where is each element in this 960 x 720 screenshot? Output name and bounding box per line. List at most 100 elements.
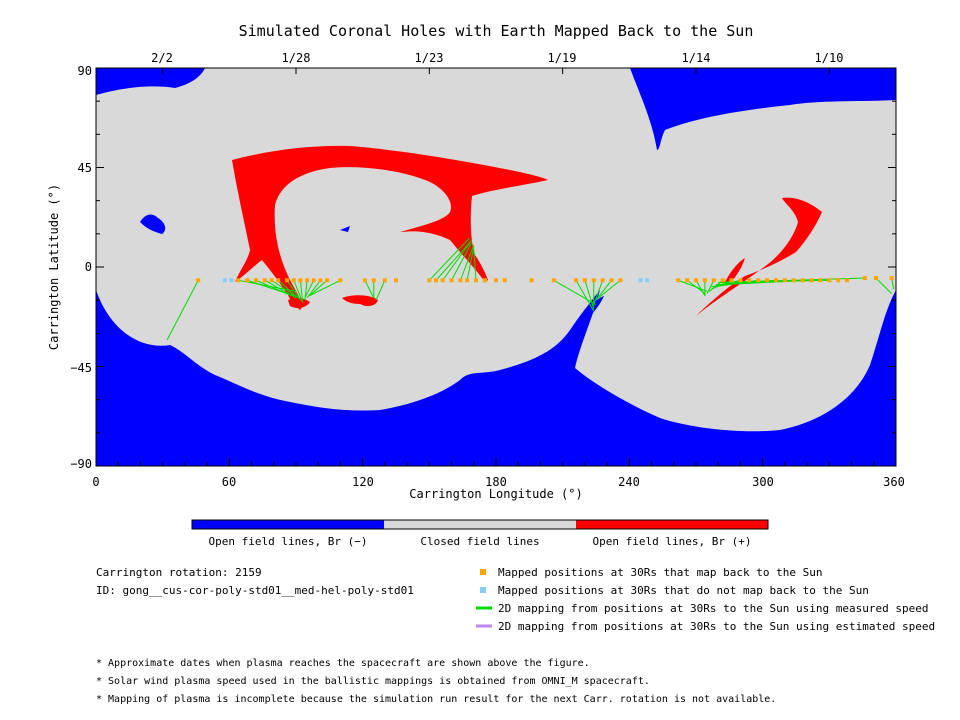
mapped-point bbox=[720, 278, 725, 283]
x-tick-labels: 0 60 120 180 240 300 360 bbox=[92, 475, 904, 489]
colorbar-label: Closed field lines bbox=[420, 535, 539, 548]
x-tick-label: 300 bbox=[752, 475, 774, 489]
mapped-point bbox=[245, 278, 250, 283]
colorbar-label: Open field lines, Br (+) bbox=[593, 535, 752, 548]
measured-mapping-line bbox=[286, 279, 301, 301]
y-tick-label: −45 bbox=[70, 361, 92, 375]
mapped-point bbox=[827, 278, 832, 283]
measured-mapping-line bbox=[428, 237, 470, 281]
legend-estimated-label: 2D mapping from positions at 30Rs to the… bbox=[498, 620, 935, 633]
mapped-point bbox=[382, 278, 387, 283]
coronal-hole-small-left bbox=[140, 214, 166, 234]
mapped-point bbox=[747, 278, 752, 283]
mapped-point bbox=[574, 278, 578, 283]
mapped-point bbox=[502, 278, 507, 283]
mapped-point bbox=[862, 276, 867, 281]
mapped-point bbox=[371, 278, 376, 283]
mapped-point bbox=[676, 278, 681, 283]
legend-unmapped-marker bbox=[480, 587, 486, 593]
legend-unmapped-label: Mapped positions at 30Rs that do not map… bbox=[498, 584, 869, 597]
measured-mapping-line bbox=[875, 277, 892, 294]
date-label: 1/10 bbox=[815, 51, 844, 65]
x-tick-label: 240 bbox=[618, 475, 640, 489]
mapped-point bbox=[685, 278, 690, 283]
measured-mapping-line bbox=[553, 279, 597, 306]
x-axis-label: Carrington Longitude (°) bbox=[409, 487, 582, 501]
mapped-point bbox=[729, 278, 734, 283]
x-tick-label: 120 bbox=[352, 475, 374, 489]
legend-measured-label: 2D mapping from positions at 30Rs to the… bbox=[498, 602, 928, 615]
mapped-point bbox=[694, 278, 698, 283]
coronal-hole-south-polar bbox=[96, 290, 896, 466]
measured-mapping-line bbox=[166, 280, 199, 341]
mapped-point bbox=[494, 278, 498, 283]
mapped-point bbox=[600, 278, 605, 283]
mapped-point bbox=[196, 278, 201, 283]
y-tick-label: 0 bbox=[85, 260, 92, 274]
measured-mapping-line bbox=[593, 280, 604, 305]
unmapped-point bbox=[222, 278, 227, 283]
x-tick-label: 60 bbox=[222, 475, 236, 489]
mapped-point bbox=[440, 278, 445, 283]
measured-mapping-line bbox=[304, 280, 315, 299]
measured-mapping-line bbox=[293, 280, 304, 303]
coronal-hole-small-mid bbox=[340, 226, 350, 232]
x-tick-label: 0 bbox=[92, 475, 99, 489]
unmapped-point bbox=[229, 278, 234, 283]
note-incomplete: * Mapping of plasma is incomplete becaus… bbox=[96, 694, 776, 705]
measured-mapping-line bbox=[306, 279, 321, 299]
mapped-point bbox=[262, 278, 267, 283]
colorbar-open-positive bbox=[576, 520, 768, 529]
mapped-point bbox=[362, 278, 367, 283]
mapped-point bbox=[591, 278, 596, 283]
measured-mapping-line bbox=[309, 279, 328, 297]
measured-mapping-line bbox=[575, 280, 595, 312]
mapped-point bbox=[551, 278, 556, 283]
y-tick-labels: 90 45 0 −45 −90 bbox=[70, 64, 92, 471]
measured-mapping-lines bbox=[166, 237, 895, 341]
measured-mapping-line bbox=[695, 280, 706, 296]
mapped-point bbox=[427, 278, 432, 283]
mapped-point bbox=[236, 278, 241, 283]
mapped-point bbox=[269, 278, 274, 283]
mapped-point bbox=[774, 278, 778, 283]
mapped-point bbox=[449, 278, 454, 283]
mapped-point bbox=[318, 278, 323, 283]
mapped-point bbox=[325, 278, 330, 283]
mapped-point bbox=[845, 278, 850, 283]
coronal-hole-positive-east-tail bbox=[725, 258, 745, 284]
mapped-point bbox=[711, 278, 716, 283]
measured-mapping-line bbox=[451, 242, 472, 281]
mapped-point bbox=[254, 278, 258, 283]
mapped-point bbox=[458, 278, 463, 283]
measured-mapping-line bbox=[264, 279, 297, 299]
measured-mapping-line bbox=[435, 240, 472, 281]
carrington-rotation: Carrington rotation: 2159 bbox=[96, 566, 262, 579]
mapped-point bbox=[818, 278, 823, 283]
y-tick-label: 90 bbox=[78, 64, 92, 78]
axis-ticks bbox=[95, 67, 897, 467]
measured-mapping-line bbox=[364, 280, 375, 299]
mapped-point bbox=[311, 278, 316, 283]
unmapped-points bbox=[222, 278, 650, 283]
date-label: 2/2 bbox=[151, 51, 173, 65]
measured-mapping-line bbox=[706, 280, 715, 294]
top-date-labels: 2/2 1/28 1/23 1/19 1/14 1/10 bbox=[151, 51, 843, 65]
mapped-point bbox=[465, 278, 470, 283]
y-tick-label: 45 bbox=[78, 161, 92, 175]
mapped-points bbox=[196, 276, 894, 283]
measured-mapping-line bbox=[442, 240, 472, 281]
legend: Mapped positions at 30Rs that map back t… bbox=[476, 566, 935, 633]
mapped-point bbox=[756, 278, 761, 283]
colorbar-open-negative bbox=[192, 520, 384, 529]
unmapped-point bbox=[645, 278, 650, 283]
run-id: ID: gong__cus-cor-poly-std01__med-hel-po… bbox=[96, 584, 414, 597]
measured-mapping-line bbox=[584, 280, 595, 310]
date-label: 1/28 bbox=[282, 51, 311, 65]
mapped-point bbox=[434, 278, 438, 283]
coronal-hole-positive-east bbox=[696, 197, 822, 316]
mapped-point bbox=[285, 278, 290, 283]
mapped-point bbox=[474, 278, 478, 283]
colorbar: Open field lines, Br (−) Closed field li… bbox=[191, 519, 769, 548]
